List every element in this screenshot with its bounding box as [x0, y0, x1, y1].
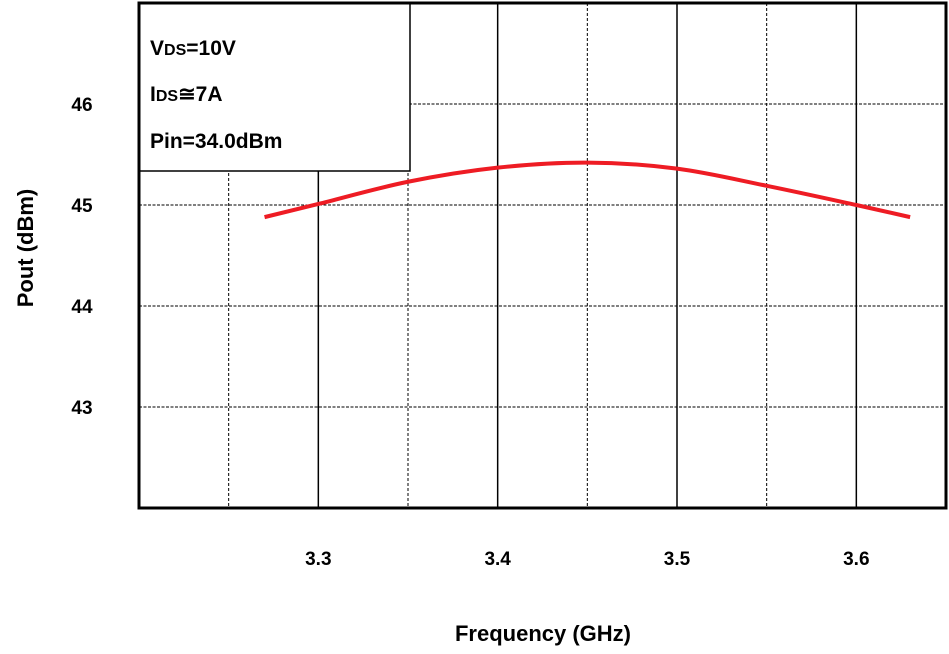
x-axis-title: Frequency (GHz)	[455, 621, 631, 646]
plot-frame	[137, 1, 948, 510]
x-tick-labels: 3.3 3.4 3.5 3.6	[305, 549, 869, 570]
pout-series-line	[264, 160, 911, 220]
y-axis-title: Pout (dBm)	[13, 189, 38, 308]
conditions-box: VDS=10V IDS≅7A Pin=34.0dBm	[138, 2, 411, 172]
x-tick-label: 3.4	[484, 549, 511, 570]
ids-label: IDS≅7A	[150, 83, 223, 106]
x-tick-label: 3.3	[305, 549, 331, 570]
y-tick-label: 44	[71, 297, 93, 318]
grid-lines	[139, 3, 946, 508]
pin-label: Pin=34.0dBm	[150, 130, 282, 153]
data-series	[264, 160, 911, 220]
y-tick-label: 46	[71, 95, 92, 116]
x-tick-label: 3.6	[843, 549, 869, 570]
y-tick-labels: 43 44 45 46	[71, 95, 93, 419]
vds-label: VDS=10V	[150, 37, 236, 60]
y-tick-label: 43	[71, 398, 92, 419]
y-tick-label: 45	[71, 196, 93, 217]
x-tick-label: 3.5	[664, 549, 691, 570]
conditions-box-frame	[138, 2, 411, 172]
